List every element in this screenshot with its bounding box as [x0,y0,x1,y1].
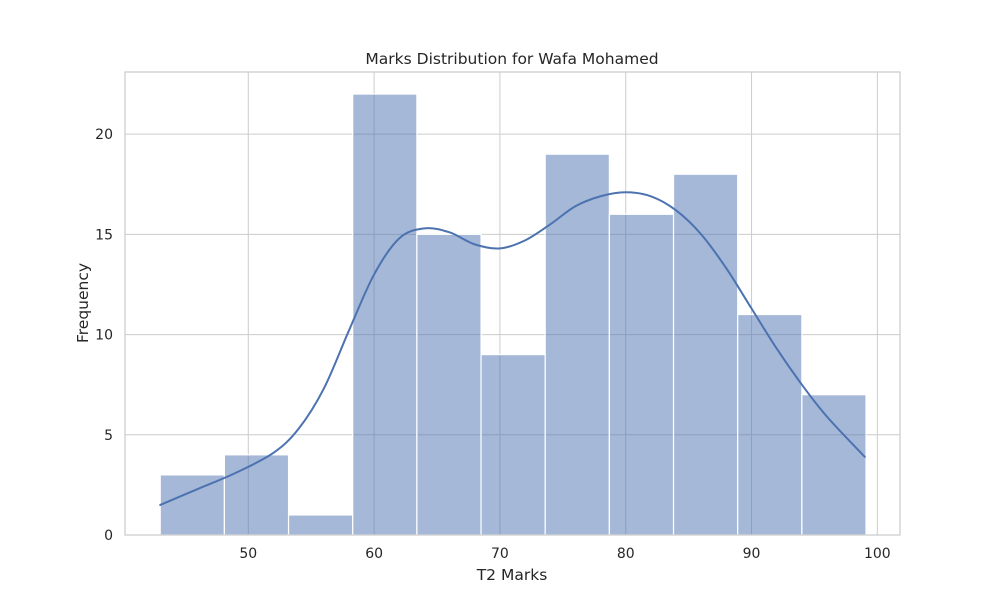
x-tick-label: 70 [491,546,509,562]
histogram-bar [544,153,610,536]
kde-curve-group [159,191,866,506]
histogram-bar [416,233,482,536]
histogram-bar [801,394,867,536]
histogram-bar [159,474,225,536]
histogram-bar [672,173,739,536]
y-tick-label: 20 [95,127,113,143]
y-tick-label: 15 [95,227,113,243]
x-tick-labels: 50 60 70 80 90 100 [239,546,890,562]
plot-frame [124,71,901,536]
histogram-bars [159,93,867,536]
x-axis-label: T2 Marks [476,566,548,584]
histogram-bar [352,93,418,536]
histogram-bar [287,514,354,536]
x-tick-label: 100 [864,546,891,562]
histogram-bar [480,354,546,536]
y-tick-labels: 0 5 10 15 20 [95,127,113,544]
x-tick-label: 60 [365,546,383,562]
histogram-bar [223,454,290,536]
y-tick-label: 10 [95,328,113,344]
histogram-bar [737,313,803,536]
y-tick-label: 5 [104,428,113,444]
x-tick-label: 50 [239,546,257,562]
x-tick-label: 80 [617,546,635,562]
histogram-bar [608,213,675,536]
y-axis-label: Frequency [74,263,92,343]
kde-curve [159,191,866,506]
x-tick-label: 90 [743,546,761,562]
y-tick-label: 0 [104,528,113,544]
chart-title: Marks Distribution for Wafa Mohamed [365,50,658,68]
